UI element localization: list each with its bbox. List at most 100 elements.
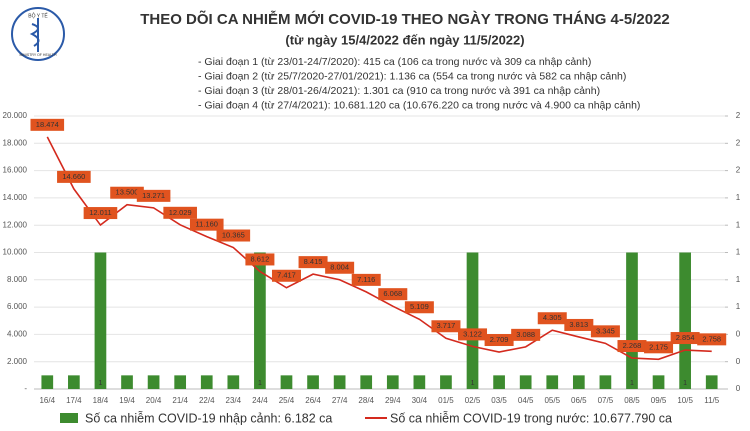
- bar: [227, 375, 240, 389]
- point-label: 5.109: [410, 302, 429, 311]
- y2-tick-label: 0: [736, 384, 741, 393]
- bar-label: 1: [471, 380, 475, 387]
- x-tick-label: 23/4: [226, 396, 242, 405]
- point-label: 7.417: [277, 271, 296, 280]
- point-label: 12.029: [169, 208, 192, 217]
- x-tick-label: 26/4: [305, 396, 321, 405]
- point-label: 2.268: [623, 341, 642, 350]
- x-tick-label: 29/4: [385, 396, 401, 405]
- bar: [41, 375, 54, 389]
- y2-tick-label: 2: [736, 111, 741, 120]
- y2-tick-label: 2: [736, 138, 741, 147]
- label-bg: [697, 333, 727, 346]
- x-tick-label: 03/5: [491, 396, 507, 405]
- y-tick-label: 8.000: [7, 275, 28, 284]
- legend-label: Số ca nhiễm COVID-19 trong nước: 10.677.…: [390, 410, 672, 425]
- note: - Giai đoạn 3 (từ 28/01-26/4/2021): 1.30…: [198, 85, 600, 97]
- x-tick-label: 01/5: [438, 396, 454, 405]
- y2-tick-label: 1: [736, 193, 741, 202]
- y-tick-label: 14.000: [3, 193, 28, 202]
- bar: [519, 375, 532, 389]
- bar: [121, 375, 133, 389]
- point-label: 14.660: [62, 172, 85, 181]
- x-tick-label: 04/5: [518, 396, 534, 405]
- y-tick-label: 16.000: [3, 166, 28, 175]
- label-bg: [136, 189, 171, 202]
- note: - Giai đoạn 1 (từ 23/01-24/7/2020): 415 …: [198, 56, 591, 68]
- label-bg: [670, 332, 700, 345]
- x-tick-label: 05/5: [544, 396, 560, 405]
- logo-snake: [29, 23, 40, 47]
- point-label: 2.758: [702, 334, 721, 343]
- legend-swatch: [60, 413, 78, 423]
- x-tick-label: 11/5: [704, 396, 720, 405]
- label-bg: [431, 320, 461, 333]
- point-label: 8.004: [330, 263, 349, 272]
- label-bg: [458, 328, 488, 341]
- bar-label: 1: [683, 380, 687, 387]
- point-label: 18.474: [36, 120, 59, 129]
- y2-tick-label: 2: [736, 166, 741, 175]
- logo-text: MINISTRY OF HEALTH: [20, 53, 57, 57]
- x-tick-label: 16/4: [39, 396, 55, 405]
- x-tick-label: 20/4: [146, 396, 162, 405]
- bar: [360, 375, 373, 389]
- point-label: 3.813: [569, 320, 588, 329]
- y-tick-label: 4.000: [7, 330, 28, 339]
- y-tick-label: 6.000: [7, 302, 28, 311]
- x-tick-label: 24/4: [252, 396, 268, 405]
- x-tick-label: 19/4: [119, 396, 135, 405]
- label-bg: [537, 312, 567, 325]
- bar: [679, 252, 691, 389]
- point-label: 8.612: [251, 254, 270, 263]
- label-bg: [511, 328, 541, 341]
- bar: [546, 375, 559, 389]
- chart-subtitle: (từ ngày 15/4/2022 đến ngày 11/5/2022): [285, 32, 524, 47]
- point-label: 3.122: [463, 329, 482, 338]
- x-tick-label: 30/4: [412, 396, 428, 405]
- bar: [307, 375, 319, 389]
- point-label: 3.717: [437, 321, 456, 330]
- label-bg: [271, 269, 301, 282]
- y-tick-label: 10.000: [3, 248, 28, 257]
- bar: [705, 375, 718, 389]
- bar: [599, 375, 612, 389]
- label-bg: [30, 118, 65, 131]
- y-tick-label: 20.000: [3, 111, 28, 120]
- y2-tick-label: 1: [736, 275, 741, 284]
- note: - Giai đoạn 4 (từ 27/4/2021): 10.681.120…: [198, 99, 640, 111]
- bar: [386, 375, 399, 389]
- label-bg: [298, 256, 328, 269]
- point-label: 3.345: [596, 326, 615, 335]
- bar-label: 1: [98, 380, 102, 387]
- point-label: 12.011: [89, 208, 111, 217]
- bar: [174, 375, 187, 389]
- bar: [626, 252, 638, 389]
- bar: [68, 375, 80, 389]
- x-tick-label: 18/4: [93, 396, 109, 405]
- bar: [94, 252, 107, 389]
- label-bg: [590, 325, 620, 338]
- x-tick-label: 02/5: [465, 396, 481, 405]
- x-tick-label: 27/4: [332, 396, 348, 405]
- x-tick-label: 10/5: [677, 396, 693, 405]
- label-bg: [216, 229, 251, 242]
- legend-label: Số ca nhiễm COVID-19 nhập cảnh: 6.182 ca: [85, 410, 332, 425]
- y2-tick-label: 1: [736, 220, 741, 229]
- chart-title: THEO DÕI CA NHIỄM MỚI COVID-19 THEO NGÀY…: [140, 10, 670, 28]
- y-tick-label: -: [24, 384, 27, 393]
- label-bg: [378, 288, 408, 301]
- bar: [200, 375, 213, 389]
- note: - Giai đoạn 2 (từ 25/7/2020-27/01/2021):…: [198, 70, 626, 82]
- x-tick-label: 08/5: [624, 396, 640, 405]
- bar: [280, 375, 293, 389]
- x-tick-label: 17/4: [66, 396, 82, 405]
- bar: [572, 375, 585, 389]
- x-tick-label: 25/4: [279, 396, 295, 405]
- label-bg: [484, 334, 514, 347]
- label-bg: [404, 301, 434, 314]
- label-bg: [644, 341, 674, 354]
- bar: [147, 375, 160, 389]
- y-tick-label: 12.000: [3, 220, 28, 229]
